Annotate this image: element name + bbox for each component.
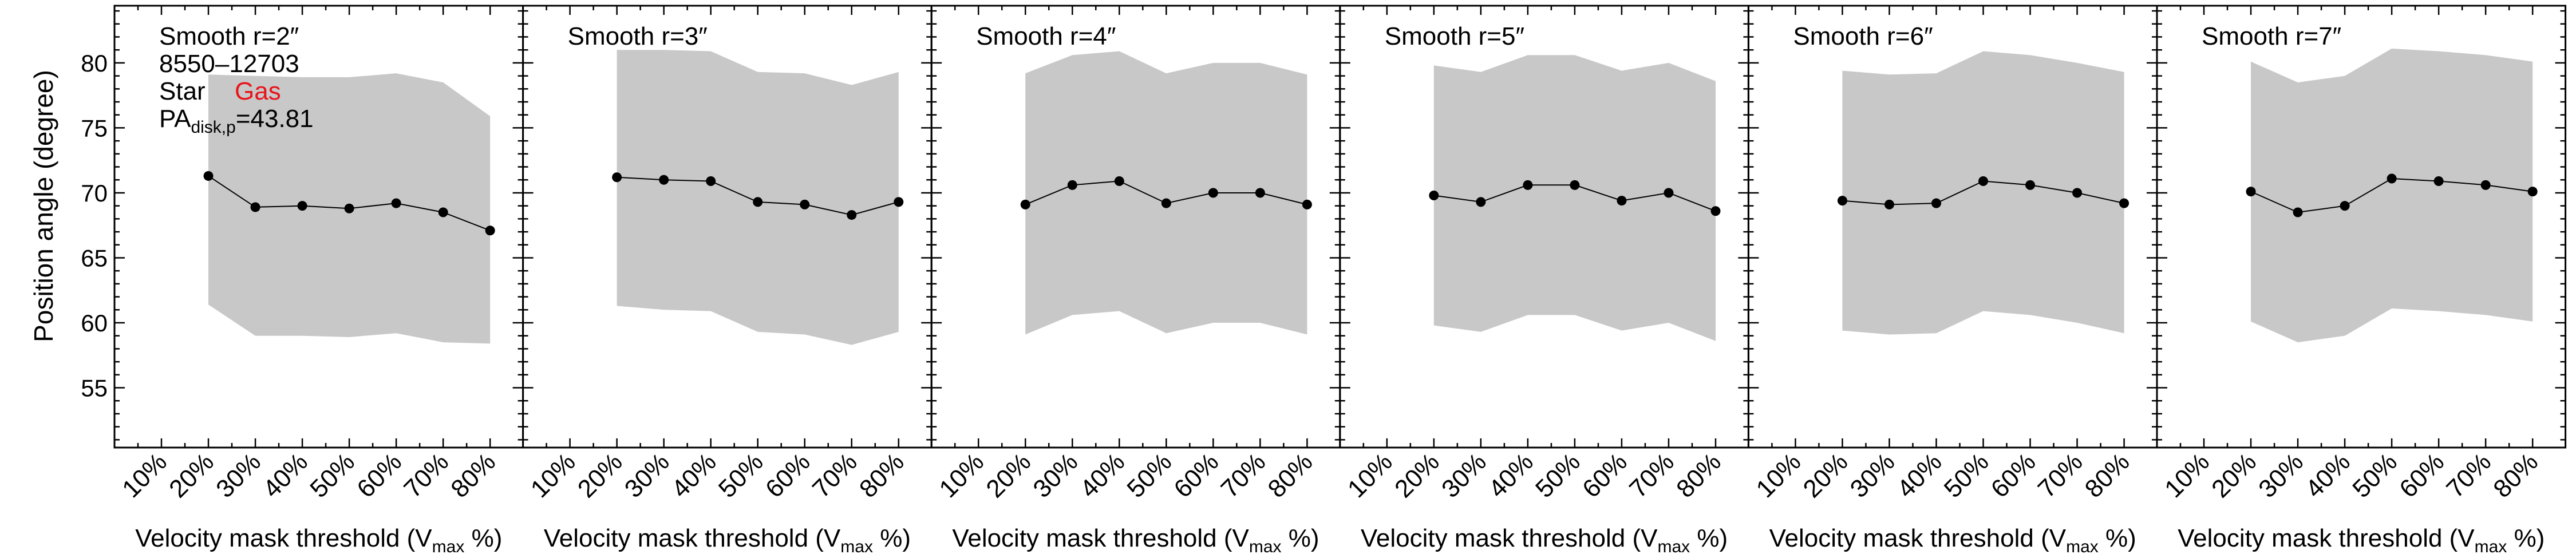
data-point: [2119, 198, 2129, 208]
x-axis-label-main: Velocity mask threshold (V: [952, 524, 1249, 552]
y-tick-label: 70: [81, 180, 108, 207]
uncertainty-band: [1433, 55, 1716, 341]
data-point: [800, 199, 810, 209]
data-point: [1114, 176, 1124, 187]
x-axis-label-main: Velocity mask threshold (V: [1769, 524, 2067, 552]
x-axis-label-subscript: max: [840, 537, 873, 556]
data-point: [2433, 176, 2444, 187]
data-point: [1161, 198, 1171, 208]
data-point: [1020, 199, 1030, 209]
data-point: [659, 175, 669, 185]
pa-label: PAdisk,p=43.81: [159, 105, 314, 137]
pa-label-value: =43.81: [236, 105, 314, 133]
data-point: [1570, 180, 1580, 190]
data-point: [706, 176, 716, 187]
panel-title: Smooth r=7″: [2202, 22, 2341, 50]
x-axis-label-main: Velocity mask threshold (V: [544, 524, 841, 552]
y-tick-label: 65: [81, 244, 108, 271]
x-axis-label-tail: %): [464, 524, 502, 552]
data-point: [847, 210, 857, 220]
data-point: [344, 203, 354, 213]
x-axis-label: Velocity mask threshold (Vmax %): [952, 524, 1319, 556]
uncertainty-band: [1025, 51, 1307, 335]
x-axis-label-main: Velocity mask threshold (V: [1361, 524, 1658, 552]
data-point: [438, 207, 448, 217]
data-point: [250, 202, 260, 212]
data-point: [297, 201, 307, 211]
uncertainty-band: [2251, 48, 2533, 343]
data-point: [1523, 180, 1533, 190]
data-point: [1208, 188, 1218, 198]
x-axis-label: Velocity mask threshold (Vmax %): [544, 524, 911, 556]
data-point: [1302, 199, 1312, 209]
y-axis-label: Position angle (degree): [29, 70, 58, 342]
data-point: [1710, 206, 1721, 216]
gas-label: Gas: [235, 77, 281, 105]
panel-1: 55606570758010%20%30%40%50%60%70%80%Velo…: [81, 5, 524, 556]
data-point: [2480, 180, 2491, 190]
panel-title: Smooth r=3″: [568, 22, 708, 50]
x-axis-label: Velocity mask threshold (Vmax %): [1769, 524, 2136, 556]
y-tick-label: 55: [81, 375, 108, 402]
data-point: [1429, 191, 1439, 201]
star-label: Star: [159, 77, 206, 105]
panel-3: 10%20%30%40%50%60%70%80%Velocity mask th…: [930, 5, 1341, 556]
x-axis-label: Velocity mask threshold (Vmax %): [135, 524, 502, 556]
x-axis-label-subscript: max: [1657, 537, 1690, 556]
x-axis-label: Velocity mask threshold (Vmax %): [2178, 524, 2545, 556]
panel-title: Smooth r=4″: [976, 22, 1116, 50]
data-point: [1978, 176, 1989, 187]
data-point: [1884, 199, 1894, 209]
panel-title: Smooth r=5″: [1385, 22, 1524, 50]
panel-5: 10%20%30%40%50%60%70%80%Velocity mask th…: [1747, 5, 2158, 556]
uncertainty-band: [1842, 51, 2124, 335]
x-axis-label-tail: %): [1282, 524, 1319, 552]
data-point: [1255, 188, 1265, 198]
y-tick-label: 75: [81, 114, 108, 141]
galaxy-id: 8550–12703: [159, 50, 299, 78]
data-point: [2387, 173, 2397, 184]
data-point: [1664, 188, 1674, 198]
data-point: [1067, 180, 1077, 190]
panel-frame: [2156, 5, 2567, 449]
x-axis-label-tail: %): [2099, 524, 2136, 552]
data-point: [894, 197, 904, 207]
pa-label-main: PA: [159, 105, 191, 133]
data-point: [2072, 188, 2083, 198]
data-point: [485, 225, 495, 236]
x-axis-label-main: Velocity mask threshold (V: [2178, 524, 2475, 552]
data-point: [1931, 198, 1941, 208]
x-axis-label-main: Velocity mask threshold (V: [135, 524, 432, 552]
panel-title: Smooth r=2″: [159, 22, 299, 50]
data-point: [2527, 187, 2538, 197]
x-axis-label-tail: %): [1690, 524, 1728, 552]
data-point: [2340, 201, 2350, 211]
data-point: [2293, 207, 2303, 217]
data-point: [1617, 196, 1627, 206]
data-point: [1476, 197, 1486, 207]
x-axis-label-tail: %): [873, 524, 911, 552]
x-axis-label-tail: %): [2507, 524, 2545, 552]
data-point: [612, 172, 622, 183]
x-axis-label-subscript: max: [2475, 537, 2507, 556]
y-tick-label: 80: [81, 50, 108, 77]
data-point: [203, 171, 214, 181]
x-axis-label: Velocity mask threshold (Vmax %): [1361, 524, 1728, 556]
x-axis-label-subscript: max: [432, 537, 465, 556]
data-point: [2246, 187, 2256, 197]
panel-title: Smooth r=6″: [1793, 22, 1933, 50]
panels: 55 60 65 70 75 80 10%20%30%40%50%60%70%80%Velo…: [81, 5, 2567, 556]
pa-label-subscript: disk,p: [191, 118, 235, 137]
data-point: [1837, 196, 1847, 206]
data-point: [2025, 180, 2036, 190]
y-tick-label: 60: [81, 310, 108, 337]
x-axis-label-subscript: max: [2066, 537, 2099, 556]
x-axis-label-subscript: max: [1249, 537, 1282, 556]
data-point: [753, 197, 763, 207]
data-point: [391, 198, 401, 208]
